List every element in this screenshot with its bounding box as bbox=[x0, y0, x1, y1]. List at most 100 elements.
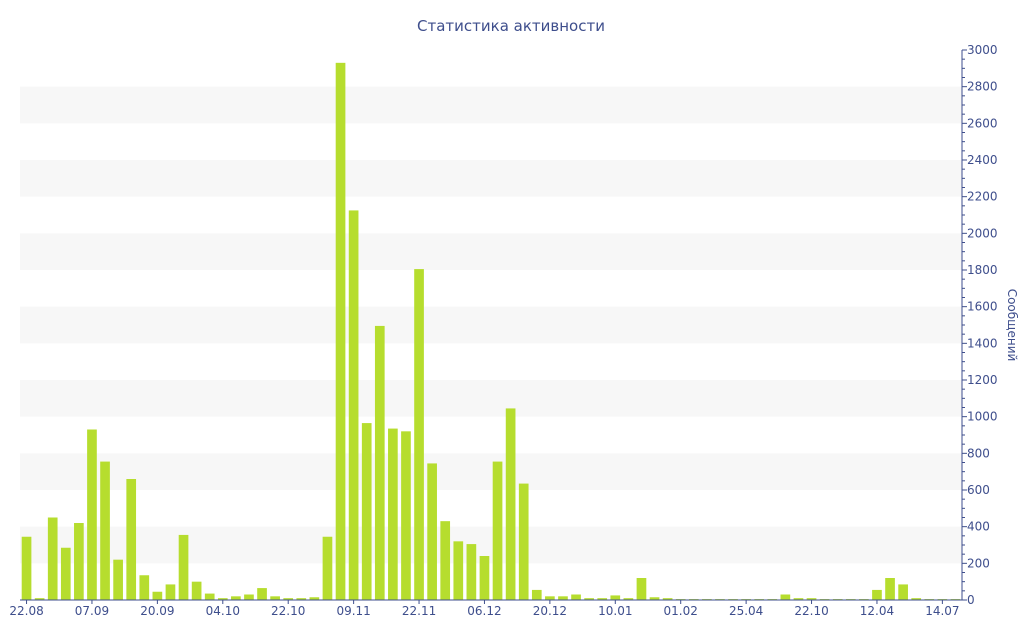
bar bbox=[204, 593, 215, 600]
bar bbox=[414, 269, 424, 600]
x-tick-label: 22.11 bbox=[402, 604, 436, 618]
x-tick-label: 22.10 bbox=[271, 604, 305, 618]
x-tick-label: 12.04 bbox=[860, 604, 894, 618]
x-tick-label: 10.01 bbox=[598, 604, 632, 618]
y-tick-label: 400 bbox=[967, 520, 990, 534]
bar bbox=[610, 595, 621, 600]
bar bbox=[47, 517, 58, 600]
bar bbox=[885, 578, 895, 600]
bar bbox=[898, 584, 908, 600]
y-tick-label: 1800 bbox=[967, 263, 998, 277]
bar bbox=[597, 598, 608, 600]
bar bbox=[623, 598, 634, 600]
bar bbox=[401, 431, 411, 600]
bar bbox=[388, 428, 398, 600]
y-tick-label: 2400 bbox=[967, 153, 998, 167]
bar-series bbox=[21, 62, 961, 601]
bar bbox=[283, 598, 294, 600]
bar bbox=[479, 556, 490, 600]
x-tick-label: 01.02 bbox=[664, 604, 698, 618]
bar bbox=[178, 534, 189, 600]
bar bbox=[649, 597, 660, 600]
y-tick-label: 2800 bbox=[967, 80, 998, 94]
grid-band bbox=[20, 233, 962, 270]
x-tick-label: 09.11 bbox=[336, 604, 370, 618]
bar bbox=[100, 461, 110, 600]
y-axis-title: Сообщений bbox=[1005, 289, 1019, 362]
y-tick-label: 1600 bbox=[967, 300, 998, 314]
y-tick-label: 0 bbox=[967, 593, 975, 607]
y-tick-label: 200 bbox=[967, 556, 990, 570]
bar bbox=[34, 598, 45, 600]
x-axis-ticks: 22.08 07.09 20.09 04.10 22.10 09.11 22.11 06.12… bbox=[9, 600, 960, 618]
bar bbox=[231, 596, 241, 600]
grid-band bbox=[20, 86, 962, 124]
bar bbox=[872, 589, 882, 600]
bar bbox=[348, 210, 359, 601]
y-tick-label: 800 bbox=[967, 446, 990, 460]
bar bbox=[21, 536, 32, 600]
bar bbox=[139, 575, 150, 600]
x-tick-label: 20.09 bbox=[140, 604, 174, 618]
bar bbox=[361, 423, 372, 600]
bar bbox=[662, 598, 673, 600]
chart-title: Статистика активности bbox=[417, 17, 605, 35]
bar bbox=[780, 594, 791, 600]
y-tick-label: 1000 bbox=[967, 410, 998, 424]
x-tick-label: 20.12 bbox=[533, 604, 567, 618]
bar bbox=[191, 581, 202, 600]
bar bbox=[558, 596, 568, 600]
bar bbox=[322, 536, 333, 600]
x-tick-label: 22.08 bbox=[9, 604, 43, 618]
y-tick-label: 3000 bbox=[967, 43, 998, 57]
bar bbox=[217, 598, 228, 600]
bar bbox=[309, 597, 320, 600]
grid-band bbox=[20, 160, 962, 197]
bar bbox=[793, 598, 804, 600]
grid-band bbox=[20, 306, 962, 344]
bar bbox=[74, 523, 84, 600]
grid-band bbox=[20, 453, 962, 490]
bar bbox=[453, 541, 464, 600]
grid-band bbox=[20, 380, 962, 417]
grid-band bbox=[20, 526, 962, 564]
bar bbox=[165, 584, 176, 600]
y-tick-label: 1400 bbox=[967, 336, 998, 350]
bar bbox=[636, 578, 647, 600]
bar bbox=[257, 588, 267, 600]
bar bbox=[571, 594, 581, 600]
bar bbox=[374, 325, 385, 600]
bar bbox=[911, 598, 922, 600]
bar bbox=[427, 463, 437, 600]
bar bbox=[466, 544, 477, 600]
bar bbox=[244, 594, 254, 600]
bar bbox=[545, 596, 555, 600]
x-tick-label: 22.10 bbox=[794, 604, 828, 618]
bar bbox=[335, 62, 346, 600]
y-tick-label: 2000 bbox=[967, 226, 998, 240]
bar bbox=[492, 461, 503, 600]
x-tick-label: 07.09 bbox=[75, 604, 109, 618]
grid-bands bbox=[20, 86, 962, 564]
y-tick-label: 2200 bbox=[967, 190, 998, 204]
bar bbox=[440, 521, 451, 600]
x-tick-label: 06.12 bbox=[467, 604, 501, 618]
bar bbox=[113, 559, 123, 600]
bar bbox=[505, 408, 516, 600]
bar bbox=[296, 598, 307, 600]
bar bbox=[126, 479, 137, 600]
y-tick-label: 2600 bbox=[967, 116, 998, 130]
bar bbox=[60, 547, 71, 600]
y-tick-label: 600 bbox=[967, 483, 990, 497]
x-tick-label: 25.04 bbox=[729, 604, 763, 618]
bar bbox=[584, 598, 594, 600]
bar bbox=[518, 483, 529, 600]
bar bbox=[806, 598, 817, 600]
bar bbox=[87, 429, 97, 600]
y-tick-label: 1200 bbox=[967, 373, 998, 387]
y-axis-ticks: 0 200 400 600 800 1000 1200 1400 1600 1800 2000 220… bbox=[962, 43, 998, 607]
bar bbox=[531, 589, 542, 600]
bar bbox=[270, 596, 280, 600]
